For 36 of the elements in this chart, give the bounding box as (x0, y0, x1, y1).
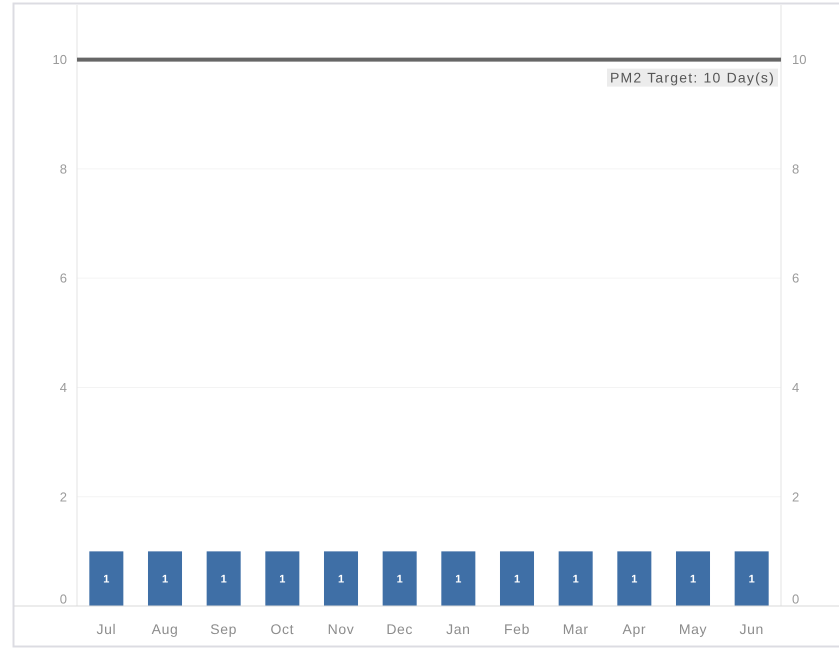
y-tick-label: 8 (60, 161, 67, 176)
data-label: 1 (748, 574, 755, 586)
y2-tick-label: 2 (792, 489, 800, 504)
data-label: 1 (514, 574, 520, 586)
x-tick-label: Jan (446, 621, 471, 637)
y2-tick-label: 0 (792, 591, 800, 606)
data-label: 1 (279, 574, 286, 586)
x-tick-label: Feb (504, 621, 530, 637)
data-label: 1 (396, 574, 403, 586)
data-label: 1 (572, 574, 579, 586)
x-tick-label: Jul (96, 621, 116, 637)
y-tick-label: 6 (60, 270, 67, 286)
y-tick-label: 0 (60, 591, 67, 606)
x-tick-label: Dec (386, 621, 414, 637)
x-tick-label: May (678, 621, 708, 637)
x-tick-label: Oct (270, 621, 294, 637)
x-tick-label: Mar (562, 621, 589, 637)
data-label: 1 (162, 574, 168, 586)
data-label: 1 (103, 574, 110, 586)
data-label: 1 (338, 574, 344, 586)
x-tick-label: Sep (210, 621, 238, 637)
y-tick-label: 10 (52, 52, 67, 68)
y-tick-label: 4 (60, 380, 67, 396)
y2-tick-label: 6 (792, 270, 800, 286)
x-tick-label: Apr (622, 621, 646, 637)
data-label: 1 (690, 574, 696, 586)
data-label: 1 (220, 574, 227, 586)
y2-tick-label: 4 (792, 380, 800, 396)
x-tick-label: Aug (152, 621, 178, 637)
y2-tick-label: 8 (792, 161, 800, 176)
x-tick-label: Nov (328, 621, 354, 637)
y-tick-label: 2 (60, 489, 67, 504)
x-tick-label: Jun (739, 621, 764, 637)
data-label: 1 (455, 574, 462, 586)
y2-tick-label: 10 (792, 52, 806, 68)
data-label: 1 (631, 574, 638, 586)
